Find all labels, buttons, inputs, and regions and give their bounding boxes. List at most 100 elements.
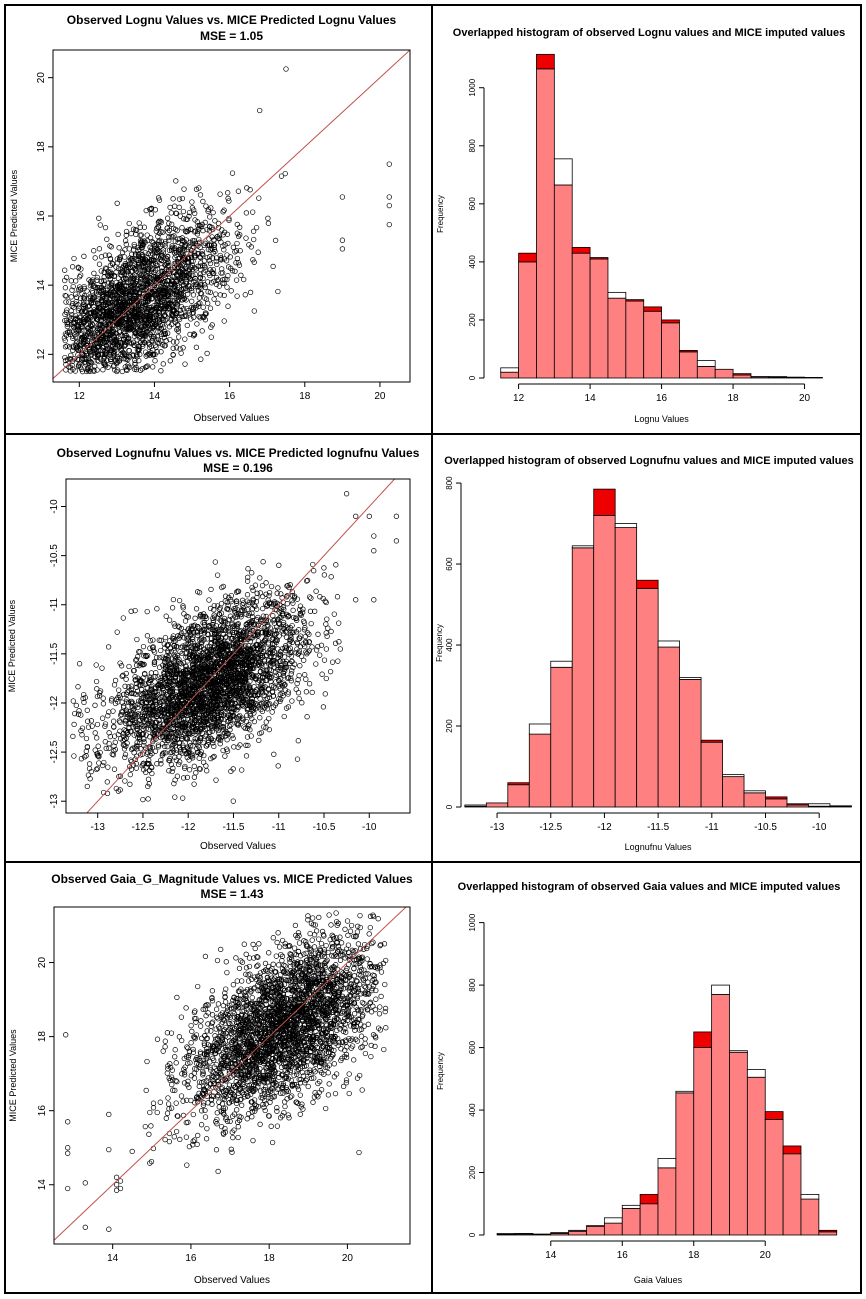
scatter-point [306,594,313,600]
scatter-point [182,228,189,234]
histogram-imputed-excess-bar [661,319,680,324]
scatter-point [205,289,211,295]
scatter-point [76,284,83,290]
scatter-point [136,300,142,307]
scatter-point [145,340,152,346]
scatter-point [106,730,112,736]
scatter-point [170,339,177,345]
scatter-point [151,270,157,276]
scatter-point [197,726,203,733]
scatter-point [249,614,256,620]
histogram-overlap-bar [536,68,555,379]
scatter-point [258,642,264,648]
scatter-point [162,342,168,349]
scatter-point [70,347,76,353]
scatter-point [162,634,169,641]
scatter-point [235,188,242,194]
scatter-point [132,280,139,286]
scatter-point [120,265,126,271]
histogram-overlap-bar [732,374,752,379]
y-tick-label: 200 [468,313,477,327]
scatter-point [147,638,154,644]
scatter-point [202,317,209,323]
scatter-point [239,767,245,773]
scatter-point [226,616,233,623]
scatter-point [221,292,227,299]
scatter-point [139,678,145,684]
scatter-point [219,657,225,663]
scatter-point [69,362,75,368]
scatter-point [226,198,232,204]
scatter-point [218,270,224,276]
scatter-point [194,683,201,689]
scatter-point [147,677,154,683]
scatter-point [141,238,147,244]
scatter-point [169,312,176,318]
scatter-point [91,248,97,254]
scatter-point [155,224,161,230]
scatter-point [178,246,184,253]
scatter-point [107,356,114,363]
scatter-point [265,220,272,226]
scatter-point [162,331,168,337]
scatter-point [105,316,111,322]
scatter-point [266,715,272,722]
scatter-point [249,606,256,612]
scatter-point [163,303,170,310]
scatter-point [319,671,325,677]
scatter-point [211,602,217,609]
scatter-point [139,366,145,372]
scatter-point [231,629,238,636]
scatter-point [272,702,278,708]
scatter-point [131,258,137,264]
scatter-point [188,316,194,322]
scatter-point [221,247,227,253]
scatter-point [181,244,188,250]
scatter-point [84,343,90,349]
scatter-point [200,304,206,310]
scatter-point [171,283,178,289]
scatter-point [75,307,82,314]
scatter-point [132,261,138,267]
histogram-observed-excess-bar [696,360,716,367]
scatter-point [206,228,213,234]
scatter-point [68,294,74,300]
scatter-point [111,766,118,772]
scatter-point [118,296,125,302]
scatter-point [268,583,275,590]
histogram-overlap-bar [661,322,680,379]
scatter-point [182,618,189,624]
scatter-point [154,334,160,340]
scatter-point [226,723,233,729]
scatter-point [119,285,126,292]
scatter-point [95,292,101,298]
scatter-point [128,251,135,257]
scatter-point [194,321,200,327]
scatter-point [107,243,113,249]
scatter-point [123,720,129,727]
scatter-point [189,298,195,304]
scatter-point [265,215,271,221]
scatter-point [210,617,216,624]
scatter-point [124,300,131,306]
scatter-point [181,281,187,288]
scatter-point [141,736,147,742]
x-tick-label: 18 [728,393,740,404]
scatter-point [220,624,226,630]
scatter-point [315,631,321,637]
scatter-point [207,305,214,311]
scatter-point [173,295,179,301]
scatter-point [187,331,193,338]
scatter-point [258,701,265,707]
scatter-point [220,277,226,283]
scatter-point [81,296,88,302]
scatter-point [164,737,171,743]
scatter-point [133,656,140,663]
scatter-point [140,264,146,270]
scatter-point [313,588,319,594]
scatter-point [186,213,192,219]
scatter-point [230,687,236,694]
scatter-point [107,255,114,262]
scatter-point [131,333,138,339]
scatter-point [95,351,101,357]
